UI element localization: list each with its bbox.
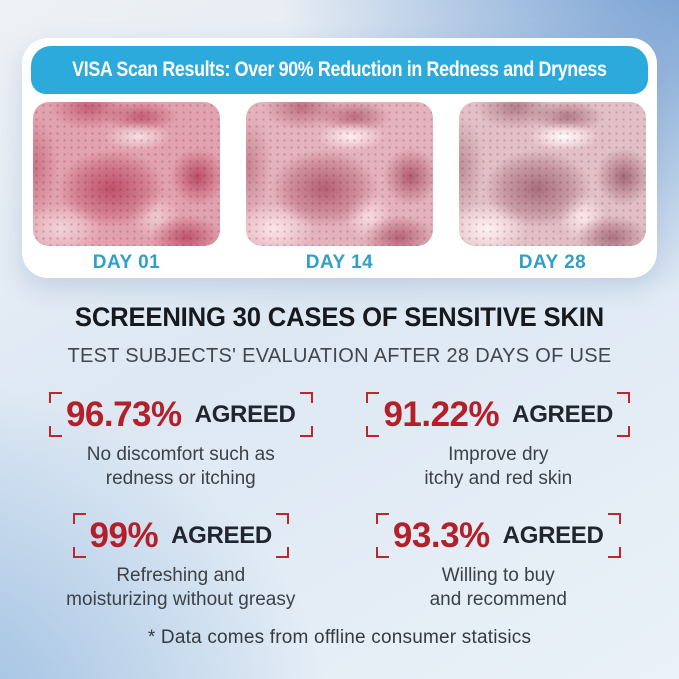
stat-block-2: 91.22% AGREED Improve dry itchy and red …	[366, 392, 631, 491]
banner: VISA Scan Results: Over 90% Reduction in…	[31, 46, 648, 94]
stat-line-3: 99% AGREED	[72, 513, 289, 558]
footnote: * Data comes from offline consumer stati…	[147, 627, 532, 648]
stat-block-1: 96.73% AGREED No discomfort such as redn…	[48, 392, 313, 491]
visa-scan-card: VISA Scan Results: Over 90% Reduction in…	[22, 38, 657, 278]
headline: SCREENING 30 CASES OF SENSITIVE SKIN	[0, 300, 679, 334]
stat-description-line: itchy and red skin	[424, 468, 573, 489]
corner-bracket	[299, 392, 313, 403]
day-label-1: DAY 01	[92, 252, 161, 273]
stat-description: No discomfort such as redness or itching	[87, 443, 275, 491]
stat-line-4: 93.3% AGREED	[375, 513, 621, 558]
skin-scan-photo-day-14	[246, 102, 433, 246]
corner-bracket	[72, 513, 86, 524]
stat-description-line: Refreshing and	[116, 565, 246, 586]
screening-results-section: SCREENING 30 CASES OF SENSITIVE SKIN TES…	[0, 300, 679, 649]
corner-bracket	[48, 392, 62, 403]
stat-description-line: Willing to buy	[441, 565, 555, 586]
corner-bracket	[72, 547, 86, 558]
stat-percent: 96.73%	[65, 395, 182, 434]
headline-text: SCREENING 30 CASES OF SENSITIVE SKIN	[74, 302, 605, 332]
skin-scan-photo-day-01	[33, 102, 220, 246]
corner-bracket	[48, 426, 62, 437]
corner-bracket	[366, 392, 380, 403]
stat-agreed-label: AGREED	[171, 521, 272, 549]
stat-description: Willing to buy and recommend	[430, 564, 567, 612]
stat-description-line: redness or itching	[105, 468, 256, 489]
stats-grid: 96.73% AGREED No discomfort such as redn…	[0, 392, 679, 612]
stat-percent: 99%	[89, 516, 159, 555]
stat-agreed-label: AGREED	[194, 400, 296, 428]
stat-line-2: 91.22% AGREED	[366, 392, 631, 437]
stat-description-line: No discomfort such as	[86, 444, 275, 465]
corner-bracket	[607, 547, 621, 558]
subheadline: TEST SUBJECTS' EVALUATION AFTER 28 DAYS …	[67, 345, 612, 367]
corner-bracket	[375, 547, 389, 558]
skin-scan-photo-day-28	[459, 102, 646, 246]
corner-bracket	[366, 426, 380, 437]
stat-description: Refreshing and moisturizing without grea…	[66, 564, 295, 612]
stat-agreed-label: AGREED	[502, 521, 604, 549]
banner-title: VISA Scan Results: Over 90% Reduction in…	[72, 58, 607, 81]
stat-percent: 91.22%	[383, 395, 500, 434]
scan-photo-row: DAY 01 DAY 14 DAY 28	[31, 102, 648, 274]
day-label-2: DAY 14	[305, 252, 374, 273]
stat-description-line: and recommend	[429, 589, 567, 610]
corner-bracket	[607, 513, 621, 524]
stat-description-line: Improve dry	[448, 444, 549, 465]
corner-bracket	[617, 392, 631, 403]
stat-description: Improve dry itchy and red skin	[424, 443, 572, 491]
stat-description-line: moisturizing without greasy	[66, 589, 296, 610]
corner-bracket	[299, 426, 313, 437]
stat-percent: 93.3%	[392, 516, 490, 555]
corner-bracket	[375, 513, 389, 524]
corner-bracket	[275, 547, 289, 558]
stat-line-1: 96.73% AGREED	[48, 392, 313, 437]
stat-block-3: 99% AGREED Refreshing and moisturizing w…	[66, 513, 295, 612]
day-label-3: DAY 28	[518, 252, 587, 273]
stat-block-4: 93.3% AGREED Willing to buy and recommen…	[375, 513, 621, 612]
scan-day-column-2: DAY 14	[246, 102, 433, 274]
corner-bracket	[275, 513, 289, 524]
scan-day-column-3: DAY 28	[459, 102, 646, 274]
scan-day-column-1: DAY 01	[33, 102, 220, 274]
corner-bracket	[617, 426, 631, 437]
stat-agreed-label: AGREED	[512, 400, 614, 428]
